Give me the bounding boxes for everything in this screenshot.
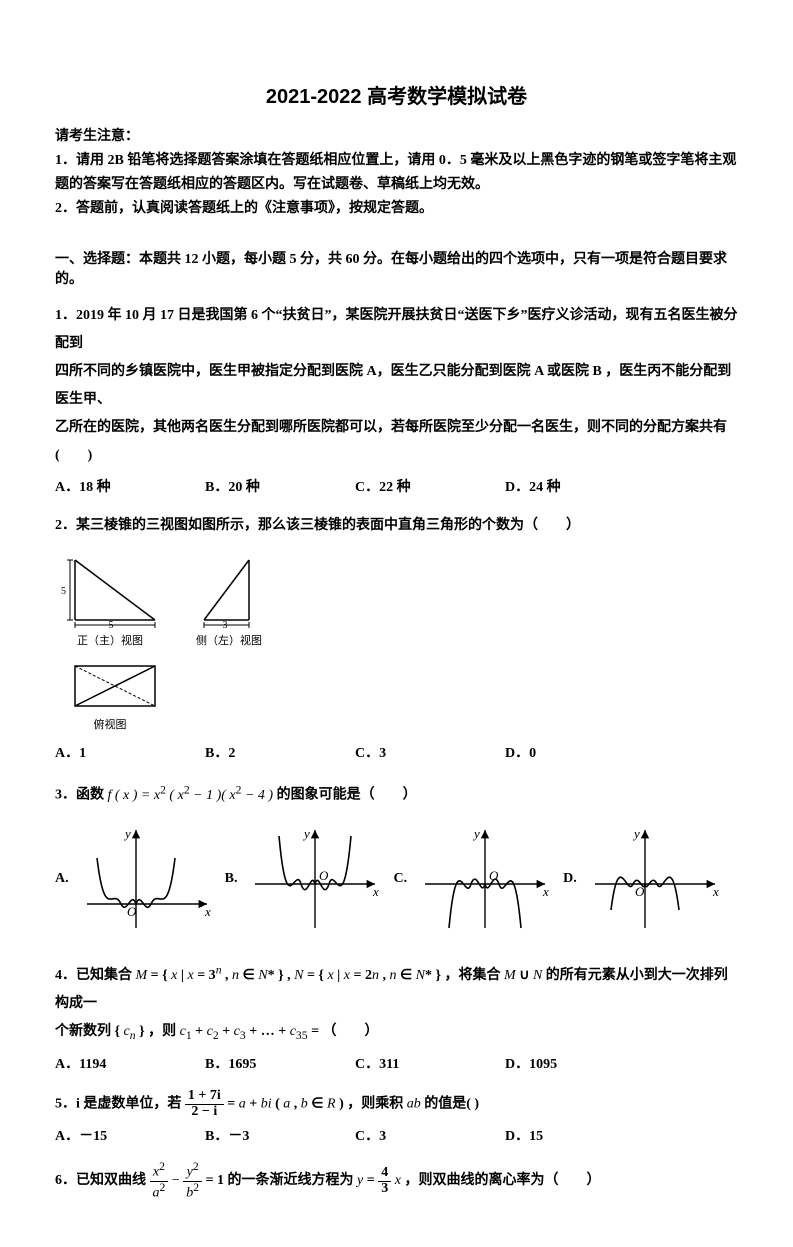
q3-label-c: C. bbox=[393, 871, 407, 887]
q6-frac2: y2 b2 bbox=[183, 1161, 202, 1201]
q3-graph-a: x y O bbox=[81, 824, 213, 934]
question-4: 4．已知集合 M = { x | x = 3n , n ∈ N* } , N =… bbox=[55, 958, 738, 1047]
q4-opt-a: A．1194 bbox=[55, 1053, 205, 1073]
q2-opt-b: B．2 bbox=[205, 742, 355, 762]
q5-fraction: 1 + 7i 2 − i bbox=[185, 1089, 224, 1119]
q1-opt-b: B．20 种 bbox=[205, 476, 355, 496]
q3-formula: f ( x ) = x2 ( x2 − 1 )( x2 − 4 ) bbox=[108, 788, 274, 803]
q1-opt-c: C．22 种 bbox=[355, 476, 505, 496]
q1-line2: 四所不同的乡镇医院中，医生甲被指定分配到医院 A，医生乙只能分配到医院 A 或医… bbox=[55, 364, 731, 407]
q4-line2: 个新数列 { cn } ，则 c1 + c2 + c3 + … + c35 = … bbox=[55, 1024, 379, 1039]
svg-text:y: y bbox=[632, 826, 640, 841]
q4-opt-d: D．1095 bbox=[505, 1053, 655, 1073]
q6-f2n: y2 bbox=[183, 1161, 202, 1181]
q1-line3: 乙所在的医院，其他两名医生分配到哪所医院都可以，若每所医院至少分配一名医生，则不… bbox=[55, 420, 727, 463]
svg-text:5: 5 bbox=[61, 586, 66, 597]
q5-frac-den: 2 − i bbox=[185, 1105, 224, 1120]
q2-options: A．1 B．2 C．3 D．0 bbox=[55, 742, 738, 762]
svg-text:3: 3 bbox=[223, 620, 228, 630]
q6-minus: − bbox=[172, 1173, 183, 1188]
q3-label-d: D. bbox=[563, 871, 577, 887]
q4-options: A．1194 B．1695 C．311 D．1095 bbox=[55, 1053, 738, 1073]
section-1-heading: 一、选择题：本题共 12 小题，每小题 5 分，共 60 分。在每小题给出的四个… bbox=[55, 248, 738, 288]
instruction-1: 1．请用 2B 铅笔将选择题答案涂填在答题纸相应位置上，请用 0．5 毫米及以上… bbox=[55, 149, 738, 197]
svg-text:O: O bbox=[127, 904, 137, 919]
q6-f3d: 3 bbox=[378, 1182, 391, 1197]
front-view-svg: 5 5 bbox=[55, 550, 165, 630]
q5-pre: 5．i 是虚数单位，若 bbox=[55, 1096, 185, 1111]
question-3: 3．函数 f ( x ) = x2 ( x2 − 1 )( x2 − 4 ) 的… bbox=[55, 778, 738, 810]
question-2: 2．某三棱锥的三视图如图所示，那么该三棱锥的表面中直角三角形的个数为（ ） bbox=[55, 512, 738, 540]
svg-text:x: x bbox=[204, 904, 211, 919]
instructions-heading: 请考生注意： bbox=[55, 125, 738, 145]
q1-opt-a: A．18 种 bbox=[55, 476, 205, 496]
q2-figure-row: 5 5 正（主）视图 3 侧（左）视图 bbox=[55, 550, 738, 648]
top-view-label: 俯视图 bbox=[94, 716, 127, 732]
q6-f1d: a2 bbox=[150, 1182, 169, 1201]
q6-post: x ，则双曲线的离心率为（ ） bbox=[395, 1173, 601, 1188]
q3-post: 的图象可能是（ ） bbox=[277, 788, 417, 803]
question-5: 5．i 是虚数单位，若 1 + 7i 2 − i = a + bi ( a , … bbox=[55, 1089, 738, 1119]
svg-text:y: y bbox=[302, 826, 310, 841]
q6-f2d: b2 bbox=[183, 1182, 202, 1201]
q5-opt-a: A．－15 bbox=[55, 1125, 205, 1145]
q6-f3n: 4 bbox=[378, 1166, 391, 1182]
svg-text:y: y bbox=[123, 826, 131, 841]
q6-f1n: x2 bbox=[150, 1161, 169, 1181]
q2-front-view: 5 5 正（主）视图 bbox=[55, 550, 165, 648]
q5-post: = a + bi ( a , b ∈ R ) ，则乘积 ab 的值是( ) bbox=[227, 1096, 479, 1111]
q5-opt-c: C．3 bbox=[355, 1125, 505, 1145]
q3-graph-c: x y O bbox=[419, 824, 551, 934]
q5-opt-b: B．－3 bbox=[205, 1125, 355, 1145]
q3-graph-row: A. x y O B. x y O C. x y O D. bbox=[55, 824, 738, 934]
q6-frac1: x2 a2 bbox=[150, 1161, 169, 1201]
q4-opt-b: B．1695 bbox=[205, 1053, 355, 1073]
svg-text:x: x bbox=[542, 884, 549, 899]
q3-label-b: B. bbox=[225, 871, 238, 887]
front-view-label: 正（主）视图 bbox=[77, 632, 143, 648]
svg-text:O: O bbox=[319, 868, 329, 883]
q3-pre: 3．函数 bbox=[55, 788, 108, 803]
q2-opt-c: C．3 bbox=[355, 742, 505, 762]
q3-graph-b: x y O bbox=[249, 824, 381, 934]
question-1: 1．2019 年 10 月 17 日是我国第 6 个“扶贫日”，某医院开展扶贫日… bbox=[55, 302, 738, 470]
q2-opt-d: D．0 bbox=[505, 742, 655, 762]
svg-text:5: 5 bbox=[109, 620, 114, 630]
side-view-svg: 3 bbox=[189, 550, 269, 630]
q1-line1: 1．2019 年 10 月 17 日是我国第 6 个“扶贫日”，某医院开展扶贫日… bbox=[55, 308, 738, 351]
q5-opt-d: D．15 bbox=[505, 1125, 655, 1145]
q3-graph-d: x y O bbox=[589, 824, 721, 934]
q1-opt-d: D．24 种 bbox=[505, 476, 655, 496]
q2-opt-a: A．1 bbox=[55, 742, 205, 762]
question-6: 6．已知双曲线 x2 a2 − y2 b2 = 1 的一条渐近线方程为 y = … bbox=[55, 1161, 738, 1201]
q6-frac3: 4 3 bbox=[378, 1166, 391, 1196]
top-view-svg bbox=[55, 654, 165, 714]
q3-label-a: A. bbox=[55, 871, 69, 887]
instruction-2: 2．答题前，认真阅读答题纸上的《注意事项》，按规定答题。 bbox=[55, 197, 738, 221]
q5-frac-num: 1 + 7i bbox=[185, 1089, 224, 1105]
q2-side-view: 3 侧（左）视图 bbox=[189, 550, 269, 648]
q2-top-view: 俯视图 bbox=[55, 654, 165, 732]
side-view-label: 侧（左）视图 bbox=[196, 632, 262, 648]
q6-pre: 6．已知双曲线 bbox=[55, 1173, 150, 1188]
svg-text:x: x bbox=[372, 884, 379, 899]
q4-line1: 4．已知集合 M = { x | x = 3n , n ∈ N* } , N =… bbox=[55, 968, 728, 1011]
q4-opt-c: C．311 bbox=[355, 1053, 505, 1073]
q5-options: A．－15 B．－3 C．3 D．15 bbox=[55, 1125, 738, 1145]
q6-mid: = 1 的一条渐近线方程为 y = bbox=[206, 1173, 379, 1188]
svg-text:y: y bbox=[472, 826, 480, 841]
q1-options: A．18 种 B．20 种 C．22 种 D．24 种 bbox=[55, 476, 738, 496]
page-title: 2021-2022 高考数学模拟试卷 bbox=[55, 80, 738, 109]
exam-page: 2021-2022 高考数学模拟试卷 请考生注意： 1．请用 2B 铅笔将选择题… bbox=[0, 0, 793, 1247]
svg-text:x: x bbox=[712, 884, 719, 899]
